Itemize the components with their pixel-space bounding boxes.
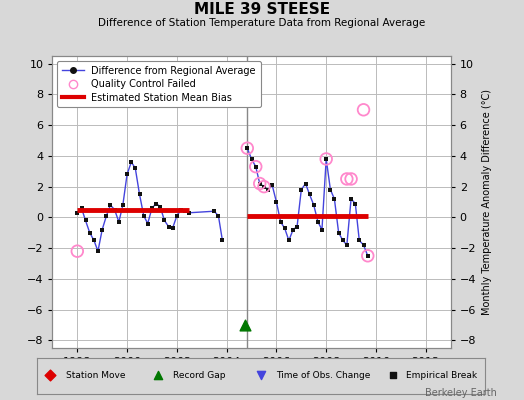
Point	[277, 219, 285, 225]
Point	[256, 180, 264, 187]
Point	[106, 202, 115, 208]
Point	[322, 156, 331, 162]
Point	[310, 202, 318, 208]
Text: Difference of Station Temperature Data from Regional Average: Difference of Station Temperature Data f…	[99, 18, 425, 28]
Point	[355, 237, 364, 244]
Point	[256, 180, 264, 187]
Point	[268, 182, 276, 188]
Point	[314, 219, 322, 225]
Point	[111, 206, 119, 213]
Point	[73, 210, 82, 216]
Point	[210, 208, 219, 214]
Point	[148, 205, 156, 211]
Point	[160, 217, 169, 224]
Text: Berkeley Earth: Berkeley Earth	[425, 388, 497, 398]
Point	[297, 186, 305, 193]
Point	[264, 186, 272, 193]
Point	[305, 191, 314, 198]
Point	[359, 242, 368, 248]
Point	[73, 248, 82, 254]
Point	[81, 217, 90, 224]
Point	[154, 372, 162, 378]
Point	[339, 237, 347, 244]
Point	[252, 164, 260, 170]
Point	[243, 145, 252, 152]
Point	[135, 191, 144, 198]
Point	[252, 164, 260, 170]
Point	[364, 252, 372, 259]
Point	[330, 196, 339, 202]
Point	[78, 205, 86, 211]
Point	[260, 184, 268, 190]
Point	[85, 230, 94, 236]
Point	[102, 213, 111, 219]
Point	[181, 208, 189, 214]
Point	[118, 202, 127, 208]
Point	[293, 223, 301, 230]
Point	[243, 145, 252, 152]
Point	[127, 159, 136, 165]
Point	[144, 220, 152, 227]
Point	[364, 252, 372, 259]
Point	[90, 237, 98, 244]
Point	[318, 226, 326, 233]
Point	[334, 230, 343, 236]
Point	[214, 213, 223, 219]
Point	[98, 226, 106, 233]
Text: Record Gap: Record Gap	[173, 372, 226, 380]
Point	[172, 213, 181, 219]
Point	[241, 322, 249, 328]
Point	[115, 219, 123, 225]
Point	[46, 372, 54, 378]
Point	[343, 242, 351, 248]
Point	[257, 372, 265, 378]
Point	[260, 184, 268, 190]
Point	[351, 200, 359, 207]
Text: Time of Obs. Change: Time of Obs. Change	[276, 372, 371, 380]
Point	[347, 196, 355, 202]
Point	[165, 223, 173, 230]
Point	[185, 210, 193, 216]
Legend: Difference from Regional Average, Quality Control Failed, Estimated Station Mean: Difference from Regional Average, Qualit…	[57, 61, 260, 107]
Point	[301, 180, 310, 187]
Point	[168, 225, 177, 231]
Text: MILE 39 STEESE: MILE 39 STEESE	[194, 2, 330, 17]
Point	[177, 206, 185, 213]
Point	[326, 186, 335, 193]
Y-axis label: Monthly Temperature Anomaly Difference (°C): Monthly Temperature Anomaly Difference (…	[482, 89, 492, 315]
Point	[389, 372, 397, 378]
Point	[343, 176, 351, 182]
Point	[139, 213, 148, 219]
Point	[123, 171, 131, 178]
Point	[322, 156, 331, 162]
Point	[156, 204, 165, 210]
Point	[131, 165, 139, 171]
Point	[359, 106, 368, 113]
Point	[280, 225, 289, 231]
Point	[218, 237, 226, 244]
Point	[347, 176, 355, 182]
Point	[272, 199, 281, 205]
Point	[94, 248, 102, 254]
Point	[285, 237, 293, 244]
Text: Station Move: Station Move	[66, 372, 125, 380]
Point	[289, 226, 297, 233]
Point	[152, 200, 160, 207]
Text: Empirical Break: Empirical Break	[406, 372, 477, 380]
Point	[247, 156, 256, 162]
